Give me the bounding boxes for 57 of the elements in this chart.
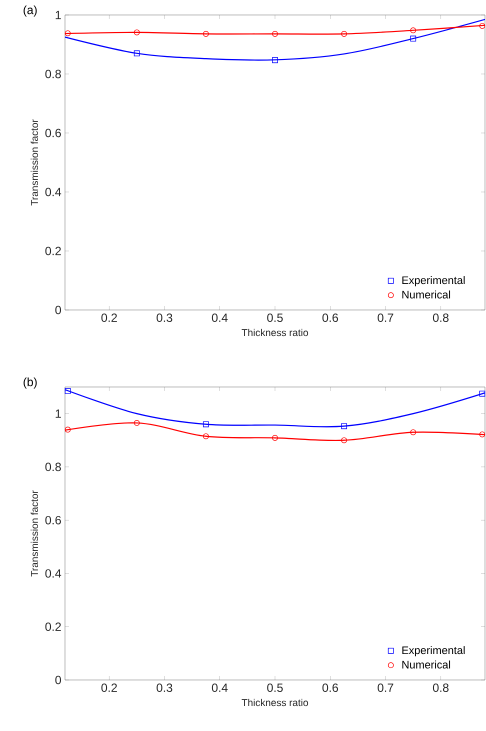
y-tick-label: 0.2 xyxy=(45,246,61,256)
line-series xyxy=(65,18,485,61)
x-tick-label: 0.8 xyxy=(432,684,449,692)
point xyxy=(410,27,416,34)
x-tick-label: 0.6 xyxy=(322,684,338,692)
y-tick-label: 0.4 xyxy=(45,188,62,196)
point xyxy=(134,29,140,36)
x-tick-label: 0.4 xyxy=(212,314,228,322)
chart-title: (a) xyxy=(24,5,37,17)
y-tick-label: 0.4 xyxy=(45,569,62,578)
y-tick-label: 0 xyxy=(55,306,62,314)
x-tick-label: 0.7 xyxy=(378,684,394,692)
point xyxy=(410,36,416,42)
point xyxy=(64,388,71,394)
y-tick-label: 0 xyxy=(55,676,62,684)
x-tick-label: 0.5 xyxy=(267,314,283,322)
y-tick-label: 1 xyxy=(56,410,61,418)
point xyxy=(341,423,348,430)
legend-label: Numerical xyxy=(402,290,450,299)
y-tick-label: 0.8 xyxy=(45,70,61,78)
y-tick-label: 1 xyxy=(56,10,61,20)
x-tick-label: 0.2 xyxy=(101,684,117,692)
point xyxy=(202,433,209,440)
point xyxy=(341,437,348,444)
point xyxy=(479,390,486,397)
x-tick-label: 0.7 xyxy=(378,314,394,322)
point xyxy=(410,429,416,436)
y-axis-title: Transmission factor xyxy=(30,119,38,206)
point xyxy=(272,434,278,441)
x-tick-label: 0.3 xyxy=(156,314,172,322)
point xyxy=(341,30,348,37)
x-tick-label: 0.3 xyxy=(156,684,172,692)
point xyxy=(134,420,140,426)
y-tick-label: 0.6 xyxy=(45,128,61,138)
y-axis-title: Transmission factor xyxy=(30,490,38,577)
x-tick-label: 0.2 xyxy=(101,314,117,322)
x-tick-label: 0.4 xyxy=(212,684,228,692)
point xyxy=(64,426,71,433)
x-tick-label: 0.6 xyxy=(322,314,338,322)
y-tick-label: 0.8 xyxy=(45,462,61,472)
x-tick-label: 0.8 xyxy=(432,314,449,322)
point xyxy=(202,421,209,428)
point xyxy=(64,30,71,36)
point xyxy=(134,50,140,56)
point xyxy=(202,30,209,37)
chart-title: (b) xyxy=(24,377,37,389)
point xyxy=(272,57,278,64)
x-tick-label: 0.5 xyxy=(267,684,283,692)
line-series xyxy=(65,389,485,428)
y-tick-label: 0.2 xyxy=(45,622,61,631)
legend-label: Numerical xyxy=(402,660,450,669)
x-axis-title: Thickness ratio xyxy=(242,698,308,706)
legend-label: Experimental xyxy=(402,646,465,656)
x-axis-title: Thickness ratio xyxy=(242,328,308,336)
point xyxy=(272,30,278,37)
legend-label: Experimental xyxy=(402,276,465,286)
y-tick-label: 0.6 xyxy=(45,516,61,524)
